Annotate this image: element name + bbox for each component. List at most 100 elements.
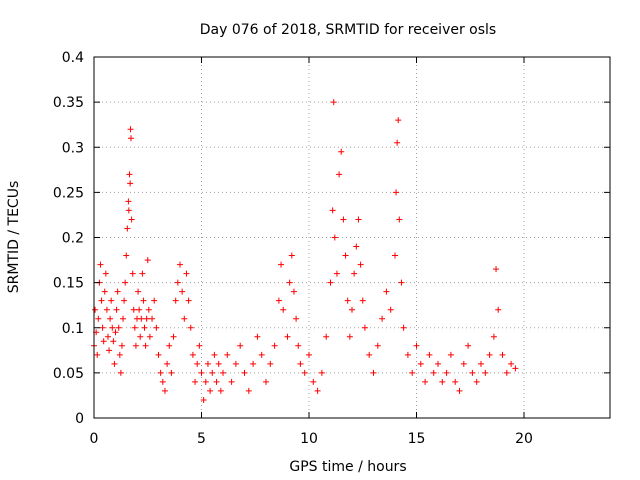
data-point (495, 306, 502, 313)
data-point (271, 342, 278, 349)
data-point (493, 266, 500, 273)
data-point (124, 225, 131, 232)
data-point (503, 369, 510, 376)
data-point (486, 351, 493, 358)
data-point (198, 369, 205, 376)
x-tick-label: 15 (408, 431, 426, 447)
data-point (443, 369, 450, 376)
data-point (164, 360, 171, 367)
data-point (297, 360, 304, 367)
data-point (177, 261, 183, 268)
x-tick-label: 5 (197, 431, 206, 447)
x-tick-label: 20 (515, 431, 533, 447)
data-point (330, 99, 337, 106)
data-point (469, 369, 476, 376)
data-point (370, 369, 377, 376)
data-point (125, 198, 132, 205)
data-point (232, 360, 239, 367)
data-point (109, 324, 116, 331)
data-point (290, 288, 297, 295)
data-point (100, 338, 107, 345)
y-tick-label: 0.2 (62, 231, 84, 247)
data-point (258, 351, 265, 358)
data-point (196, 342, 203, 349)
x-axis-label: GPS time / hours (289, 459, 406, 475)
data-point (183, 270, 190, 277)
data-point (490, 333, 497, 340)
data-points (91, 99, 519, 403)
data-point (241, 369, 248, 376)
data-point (174, 279, 181, 286)
data-point (329, 207, 336, 214)
data-point (209, 369, 216, 376)
data-point (92, 306, 99, 313)
data-point (331, 234, 338, 241)
data-point (120, 315, 127, 322)
data-point (110, 338, 117, 345)
data-point (129, 270, 136, 277)
data-point (131, 324, 138, 331)
data-point (392, 252, 398, 259)
data-point (336, 171, 343, 178)
data-point (400, 324, 407, 331)
y-axis-label: SRMTID / TECUs (6, 181, 22, 294)
data-point (104, 333, 111, 340)
data-point (353, 243, 360, 250)
data-point (161, 387, 168, 394)
data-point (465, 342, 472, 349)
data-point (395, 117, 402, 124)
data-point (430, 369, 437, 376)
axis-ticks: 0 5 10 15 20 0 0.05 0.1 0.15 0.2 0.25 0.3 0.35 0.4 (53, 50, 610, 447)
data-point (136, 306, 143, 313)
data-point (137, 333, 144, 340)
data-point (508, 360, 515, 367)
data-point (108, 297, 115, 304)
data-point (284, 333, 291, 340)
y-tick-label: 0.25 (53, 185, 84, 201)
data-point (118, 342, 125, 349)
data-point (396, 216, 403, 223)
y-tick-label: 0.35 (53, 95, 84, 111)
data-point (366, 351, 373, 358)
y-tick-label: 0 (75, 411, 84, 427)
data-point (99, 324, 106, 331)
data-point (499, 351, 506, 358)
data-point (460, 360, 467, 367)
data-point (157, 369, 164, 376)
data-point (393, 189, 400, 196)
data-point (254, 333, 261, 340)
data-point (103, 306, 110, 313)
data-point (149, 315, 156, 322)
data-point (189, 351, 196, 358)
data-point (106, 347, 113, 354)
data-point (314, 387, 321, 394)
data-point (207, 387, 214, 394)
data-point (245, 387, 252, 394)
data-point (359, 297, 366, 304)
data-point (422, 378, 429, 385)
data-point (112, 329, 119, 336)
data-point (192, 378, 199, 385)
data-point (170, 333, 177, 340)
x-tick-label: 0 (90, 431, 99, 447)
data-point (128, 216, 135, 223)
data-point (351, 270, 358, 277)
plot-frame (93, 56, 611, 419)
data-point (306, 351, 312, 358)
data-point (213, 378, 220, 385)
data-point (135, 288, 142, 295)
data-point (439, 378, 446, 385)
y-tick-label: 0.3 (62, 140, 84, 156)
data-point (125, 207, 132, 214)
data-point (101, 288, 108, 295)
data-point (215, 360, 222, 367)
data-point (139, 270, 146, 277)
data-point (123, 252, 130, 259)
data-point (355, 216, 362, 223)
data-point (413, 342, 420, 349)
data-point (138, 315, 145, 322)
data-point (211, 351, 218, 358)
data-point (200, 396, 207, 403)
data-point (278, 261, 285, 268)
data-point (127, 126, 134, 133)
